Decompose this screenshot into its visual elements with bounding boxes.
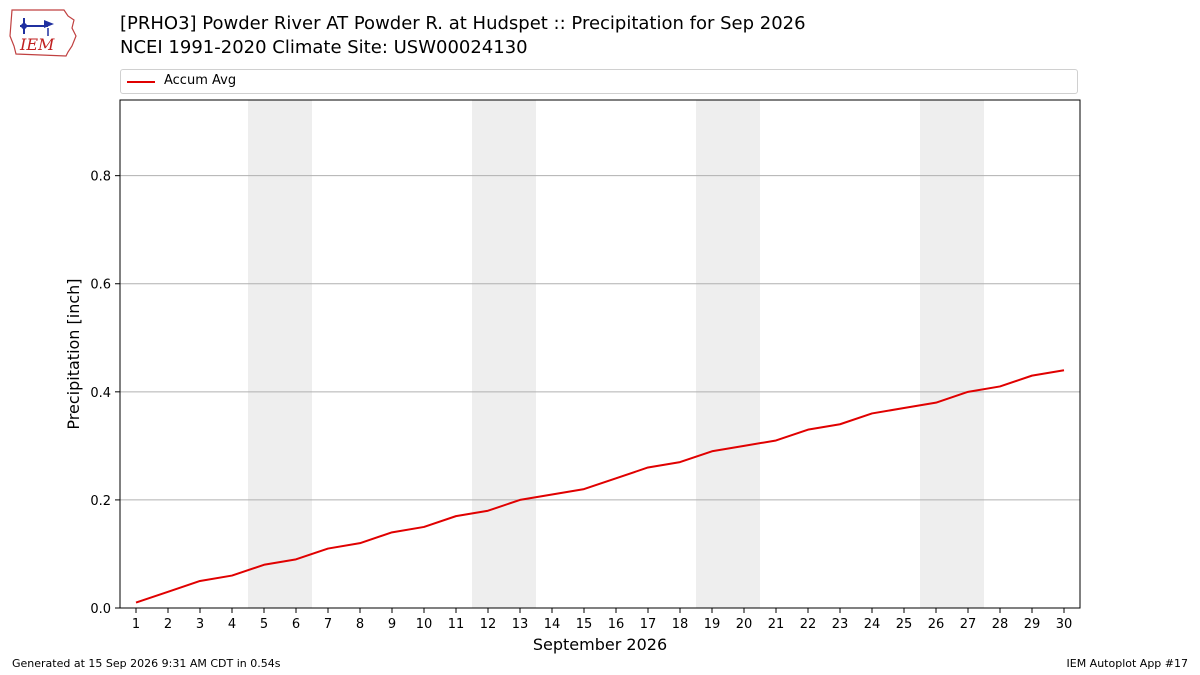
weekend-band-2 xyxy=(472,100,536,608)
x-tick-label-10: 10 xyxy=(416,617,433,632)
x-tick-label-16: 16 xyxy=(608,617,625,632)
app-label: IEM Autoplot App #17 xyxy=(1066,657,1189,670)
title-line-2: NCEI 1991-2020 Climate Site: USW00024130 xyxy=(120,37,528,58)
x-tick-label-3: 3 xyxy=(196,617,204,632)
series-layer xyxy=(135,369,1065,604)
logo-text: IEM xyxy=(19,35,55,54)
x-tick-label-8: 8 xyxy=(356,617,364,632)
x-tick-label-4: 4 xyxy=(228,617,236,632)
x-tick-label-1: 1 xyxy=(132,617,140,632)
x-tick-label-23: 23 xyxy=(832,617,849,632)
x-tick-label-30: 30 xyxy=(1056,617,1073,632)
weekend-band-4 xyxy=(920,100,984,608)
x-tick-label-9: 9 xyxy=(388,617,396,632)
generated-timestamp: Generated at 15 Sep 2026 9:31 AM CDT in … xyxy=(12,657,281,670)
x-tick-label-25: 25 xyxy=(896,617,913,632)
legend: Accum Avg xyxy=(120,69,1078,94)
legend-label-accum-avg: Accum Avg xyxy=(164,73,237,88)
x-tick-label-5: 5 xyxy=(260,617,268,632)
x-tick-label-7: 7 xyxy=(324,617,332,632)
x-tick-label-14: 14 xyxy=(544,617,561,632)
weekend-band-1 xyxy=(248,100,312,608)
x-tick-label-2: 2 xyxy=(164,617,172,632)
x-tick-label-12: 12 xyxy=(480,617,497,632)
x-axis-label: September 2026 xyxy=(533,635,667,654)
x-tick-label-29: 29 xyxy=(1024,617,1041,632)
x-tick-label-15: 15 xyxy=(576,617,593,632)
y-tick-label-1: 0.2 xyxy=(90,494,111,509)
x-tick-label-21: 21 xyxy=(768,617,785,632)
chart-title: [PRHO3] Powder River AT Powder R. at Hud… xyxy=(120,12,806,60)
legend-swatch-accum-avg xyxy=(127,81,155,83)
y-axis-ticks: 0.0 0.2 0.4 0.6 0.8 xyxy=(90,170,120,617)
x-tick-label-20: 20 xyxy=(736,617,753,632)
series-line-accum-avg xyxy=(135,369,1065,604)
x-tick-label-11: 11 xyxy=(448,617,465,632)
weekend-shading xyxy=(248,100,984,608)
x-tick-label-13: 13 xyxy=(512,617,529,632)
iem-logo-icon: IEM xyxy=(9,9,77,57)
y-tick-label-2: 0.4 xyxy=(90,386,111,401)
x-tick-label-22: 22 xyxy=(800,617,817,632)
x-tick-label-19: 19 xyxy=(704,617,721,632)
y-gridlines xyxy=(120,175,1080,501)
y-tick-label-3: 0.6 xyxy=(90,278,111,293)
x-tick-label-27: 27 xyxy=(960,617,977,632)
x-tick-label-26: 26 xyxy=(928,617,945,632)
weekend-band-3 xyxy=(696,100,760,608)
x-tick-label-28: 28 xyxy=(992,617,1009,632)
x-tick-label-24: 24 xyxy=(864,617,881,632)
y-tick-label-0: 0.0 xyxy=(90,602,111,617)
y-tick-label-4: 0.8 xyxy=(90,170,111,185)
plot-frame xyxy=(119,99,1081,609)
title-line-1: [PRHO3] Powder River AT Powder R. at Hud… xyxy=(120,13,806,34)
x-axis-ticks: 1 2 3 4 5 6 7 8 9 10 11 12 13 14 15 16 17 18 19 20 21 22 23 24 2… xyxy=(132,608,1072,632)
y-axis-label: Precipitation [inch] xyxy=(64,278,83,429)
iem-logo: IEM xyxy=(8,6,80,58)
x-tick-label-17: 17 xyxy=(640,617,657,632)
x-tick-label-6: 6 xyxy=(292,617,300,632)
x-tick-label-18: 18 xyxy=(672,617,689,632)
